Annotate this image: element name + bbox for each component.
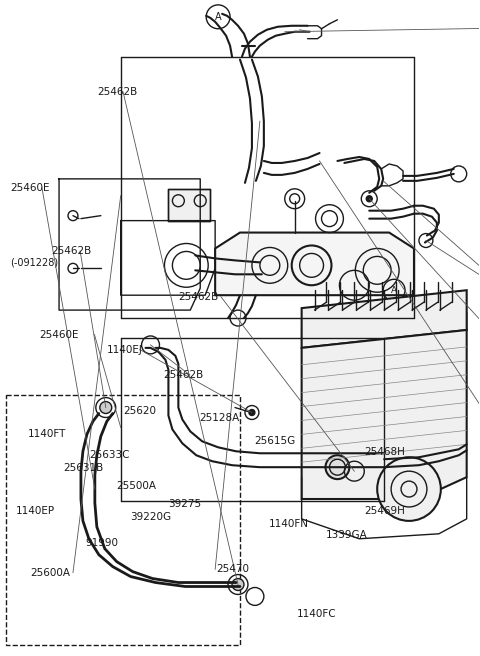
Text: 1140EP: 1140EP xyxy=(16,506,55,516)
Polygon shape xyxy=(215,233,414,295)
Text: 25469H: 25469H xyxy=(364,506,405,516)
Text: 25470: 25470 xyxy=(216,564,249,574)
Text: 25460E: 25460E xyxy=(39,329,79,340)
Circle shape xyxy=(232,579,244,590)
Text: 25128A: 25128A xyxy=(199,413,240,423)
Text: A: A xyxy=(391,286,397,295)
Circle shape xyxy=(249,409,255,415)
Text: 1140EJ: 1140EJ xyxy=(107,344,142,354)
Text: 25500A: 25500A xyxy=(116,481,156,491)
Circle shape xyxy=(100,401,112,413)
Polygon shape xyxy=(301,312,467,348)
Bar xyxy=(6,395,240,645)
Circle shape xyxy=(366,195,372,202)
Polygon shape xyxy=(168,189,210,220)
Text: 25468H: 25468H xyxy=(364,447,405,457)
Text: 25615G: 25615G xyxy=(254,436,296,446)
Text: 25600A: 25600A xyxy=(30,567,70,577)
Text: 1140FT: 1140FT xyxy=(28,429,66,440)
Text: 91990: 91990 xyxy=(85,538,118,548)
Text: (-091228): (-091228) xyxy=(10,258,58,268)
Text: 25460E: 25460E xyxy=(10,183,49,193)
Polygon shape xyxy=(301,290,467,348)
Text: 25462B: 25462B xyxy=(97,87,137,97)
Text: 25462B: 25462B xyxy=(164,370,204,380)
Text: A: A xyxy=(215,12,221,22)
Text: 39220G: 39220G xyxy=(130,512,171,522)
Text: 1140FC: 1140FC xyxy=(297,609,337,619)
Text: 39275: 39275 xyxy=(168,499,202,509)
Circle shape xyxy=(377,457,441,521)
Text: 25462B: 25462B xyxy=(178,292,218,302)
Text: 1140FN: 1140FN xyxy=(269,519,309,529)
Circle shape xyxy=(325,455,349,479)
Text: 25633C: 25633C xyxy=(90,450,130,460)
Text: 25631B: 25631B xyxy=(63,463,104,473)
Text: 25462B: 25462B xyxy=(51,246,92,256)
Text: 1339GA: 1339GA xyxy=(326,531,368,541)
Polygon shape xyxy=(301,330,467,499)
Text: 25620: 25620 xyxy=(123,407,156,417)
